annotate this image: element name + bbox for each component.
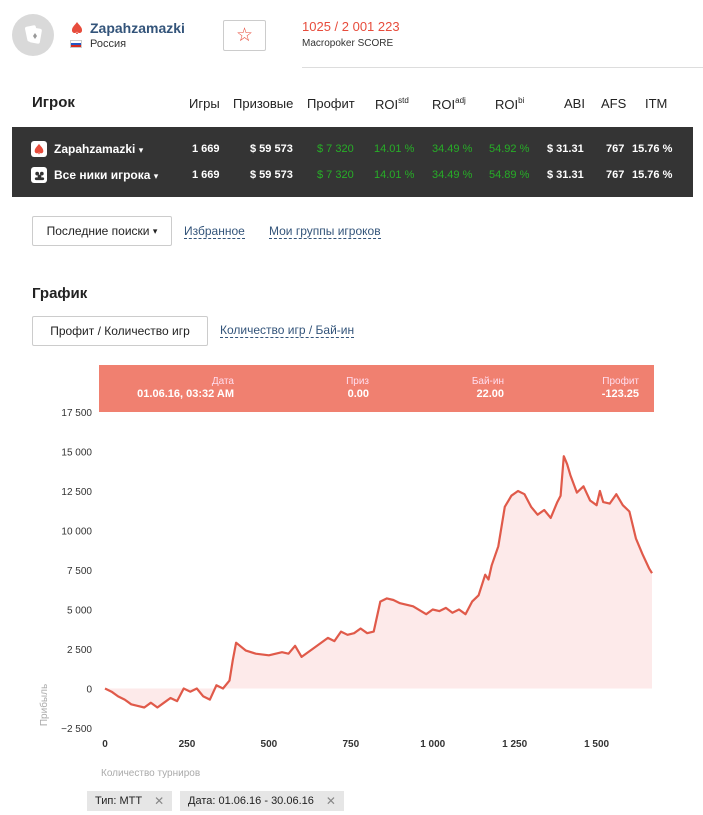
- y-tick-label: 7 500: [67, 566, 92, 577]
- chevron-down-icon: ▾: [138, 145, 144, 155]
- cell-roi-std: 14.01 %: [374, 143, 415, 155]
- filter-chip-date-label: Дата: 01.06.16 - 30.06.16: [188, 795, 314, 807]
- favorites-link[interactable]: Избранное: [184, 224, 245, 239]
- avatar[interactable]: [12, 14, 54, 56]
- cell-games: 1 669: [192, 143, 220, 155]
- tooltip-buyin-label: Бай-ин: [471, 376, 504, 387]
- y-tick-label: 17 500: [61, 408, 92, 419]
- tooltip-profit-value: -123.25: [601, 388, 639, 400]
- filter-chip-type[interactable]: Тип: MTT ✕: [87, 791, 173, 811]
- header-roi-bi[interactable]: ROIbi: [495, 96, 524, 112]
- x-tick-label: 500: [261, 739, 278, 750]
- star-icon: ☆: [235, 25, 254, 46]
- table-title: Игрок: [32, 94, 75, 111]
- profit-area: [105, 456, 652, 708]
- header-afs[interactable]: AFS: [601, 96, 627, 111]
- header-roi-bi-sup: bi: [518, 96, 525, 105]
- cell-roi-bi: 54.89 %: [489, 169, 530, 181]
- header-abi[interactable]: ABI: [564, 96, 585, 111]
- cell-games: 1 669: [192, 169, 220, 181]
- cell-prizes: $ 59 573: [250, 169, 293, 181]
- cell-roi-adj: 34.49 %: [432, 143, 473, 155]
- filter-chip-type-label: Тип: MTT: [95, 795, 143, 807]
- row-all-nicks[interactable]: Все ники игрока ▾: [54, 168, 158, 182]
- y-tick-label: 0: [86, 685, 92, 696]
- row-all-nicks-label: Все ники игрока: [54, 168, 151, 182]
- recent-searches-label: Последние поиски: [46, 224, 150, 238]
- score-value: 1025 / 2 001 223: [302, 19, 400, 34]
- tooltip-date-value: 01.06.16, 03:32 AM: [137, 388, 234, 400]
- row-player-name-label: Zapahzamazki: [54, 142, 136, 156]
- close-icon[interactable]: ✕: [325, 794, 336, 808]
- y-tick-label: 15 000: [61, 448, 92, 459]
- tooltip-prize-label: Приз: [346, 376, 369, 387]
- cell-roi-std: 14.01 %: [374, 169, 415, 181]
- y-tick-label: 10 000: [61, 527, 92, 538]
- x-tick-label: 250: [179, 739, 196, 750]
- tab-games-buyin[interactable]: Количество игр / Бай-ин: [220, 323, 355, 338]
- y-tick-label: −2 500: [61, 724, 92, 735]
- header-games[interactable]: Игры: [189, 96, 220, 111]
- profit-line: [104, 455, 653, 709]
- cell-roi-adj: 34.49 %: [432, 169, 473, 181]
- chevron-down-icon: ▾: [153, 171, 159, 181]
- cell-profit: $ 7 320: [317, 143, 354, 155]
- header-itm[interactable]: ITM: [645, 96, 668, 111]
- cell-abi: $ 31.31: [547, 169, 584, 181]
- recent-searches-dropdown[interactable]: Последние поиски ▾: [32, 216, 172, 246]
- header-roi-adj[interactable]: ROIadj: [432, 96, 466, 112]
- player-country: Россия: [90, 38, 127, 50]
- y-tick-label: 12 500: [61, 487, 92, 498]
- my-groups-link[interactable]: Мои группы игроков: [269, 224, 381, 239]
- y-tick-label: 2 500: [67, 645, 92, 656]
- player-name[interactable]: Zapahzamazki: [90, 20, 185, 36]
- y-axis-label: Прибыль: [38, 684, 50, 726]
- tab-profit-games[interactable]: Профит / Количество игр: [32, 316, 208, 346]
- x-tick-label: 0: [102, 739, 108, 750]
- cell-afs: 767: [606, 169, 625, 181]
- header-divider: [302, 67, 703, 68]
- tooltip-date-label: Дата: [211, 376, 234, 387]
- chevron-down-icon: ▾: [152, 225, 158, 236]
- header-roi-bi-label: ROI: [495, 97, 519, 112]
- header-roi-adj-sup: adj: [455, 96, 466, 105]
- header-roi-std[interactable]: ROIstd: [375, 96, 409, 112]
- graph-title: График: [32, 285, 88, 302]
- y-tick-label: 5 000: [67, 606, 92, 617]
- poker-room-icon: [31, 141, 47, 157]
- poker-room-icon: [71, 22, 83, 34]
- header-profit[interactable]: Профит: [307, 96, 355, 111]
- chart-tooltip: Дата 01.06.16, 03:32 AM Приз 0.00 Бай-ин…: [99, 365, 654, 412]
- x-tick-label: 1 250: [502, 739, 527, 750]
- cell-afs: 767: [606, 143, 625, 155]
- cell-profit: $ 7 320: [317, 169, 354, 181]
- stats-table: Zapahzamazki ▾ 1 669 $ 59 573 $ 7 320 14…: [12, 127, 693, 197]
- cell-prizes: $ 59 573: [250, 143, 293, 155]
- close-icon[interactable]: ✕: [154, 794, 165, 808]
- profit-chart[interactable]: −2 500 0 2 500 5 000 7 500 10 000 12 500 15 000…: [0, 355, 703, 785]
- x-axis-label: Количество турниров: [101, 768, 200, 779]
- row-player-name[interactable]: Zapahzamazki ▾: [54, 142, 143, 156]
- cards-icon: [25, 25, 42, 44]
- header-prizes[interactable]: Призовые: [233, 96, 294, 111]
- cell-itm: 15.76 %: [632, 143, 673, 155]
- all-nicks-icon: [31, 167, 47, 183]
- filter-chip-date[interactable]: Дата: 01.06.16 - 30.06.16 ✕: [180, 791, 344, 811]
- cell-roi-bi: 54.92 %: [489, 143, 530, 155]
- header-roi-adj-label: ROI: [432, 97, 456, 112]
- header-roi-std-label: ROI: [375, 97, 399, 112]
- score-label: Macropoker SCORE: [302, 38, 394, 49]
- tooltip-buyin-value: 22.00: [476, 388, 504, 400]
- tooltip-prize-value: 0.00: [347, 388, 369, 400]
- header-roi-std-sup: std: [398, 96, 409, 105]
- cell-itm: 15.76 %: [632, 169, 673, 181]
- cell-abi: $ 31.31: [547, 143, 584, 155]
- x-tick-label: 1 000: [420, 739, 445, 750]
- x-tick-label: 750: [342, 739, 359, 750]
- x-tick-label: 1 500: [584, 739, 609, 750]
- tooltip-profit-label: Профит: [602, 376, 639, 387]
- favorite-button[interactable]: ☆: [223, 20, 266, 51]
- russia-flag-icon: [70, 40, 82, 48]
